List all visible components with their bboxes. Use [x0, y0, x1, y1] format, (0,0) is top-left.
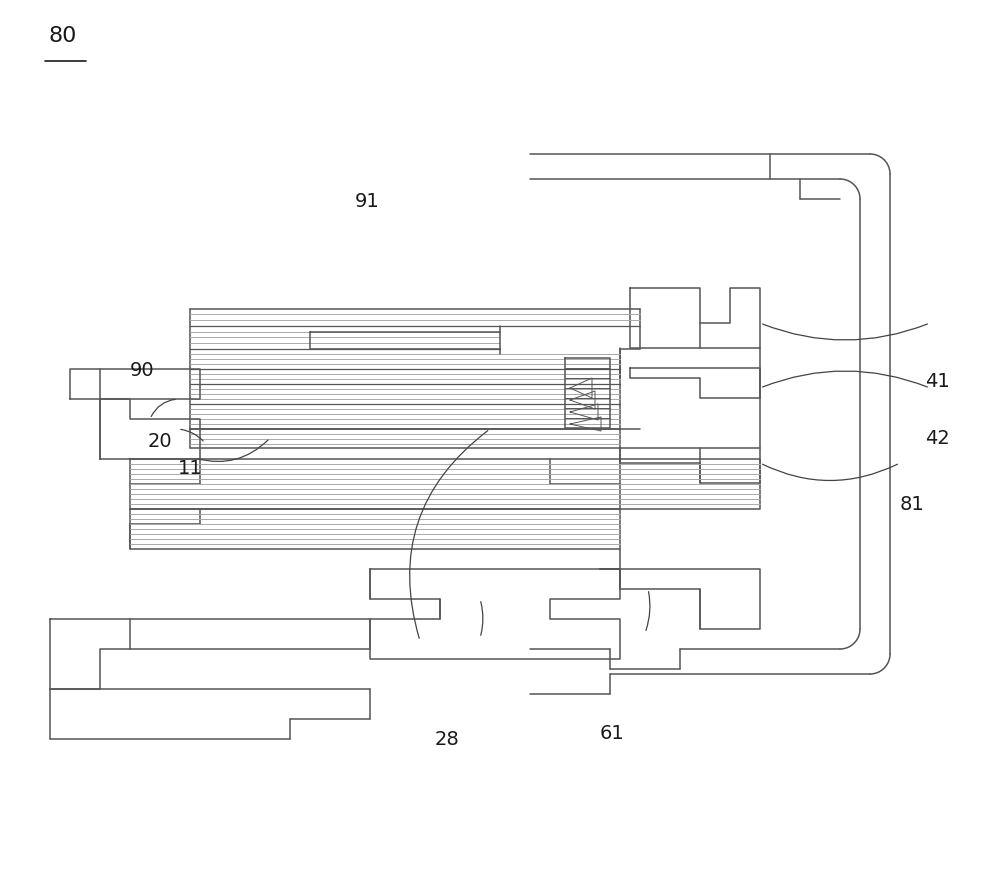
Text: 11: 11 — [178, 458, 203, 478]
Text: 41: 41 — [925, 371, 950, 391]
Text: 61: 61 — [600, 723, 625, 742]
Text: 28: 28 — [435, 729, 460, 748]
Text: 91: 91 — [355, 191, 380, 211]
Text: 90: 90 — [130, 360, 155, 379]
Text: 81: 81 — [900, 494, 925, 514]
Text: 20: 20 — [148, 431, 173, 450]
Text: 42: 42 — [925, 428, 950, 448]
Text: 80: 80 — [48, 25, 76, 46]
